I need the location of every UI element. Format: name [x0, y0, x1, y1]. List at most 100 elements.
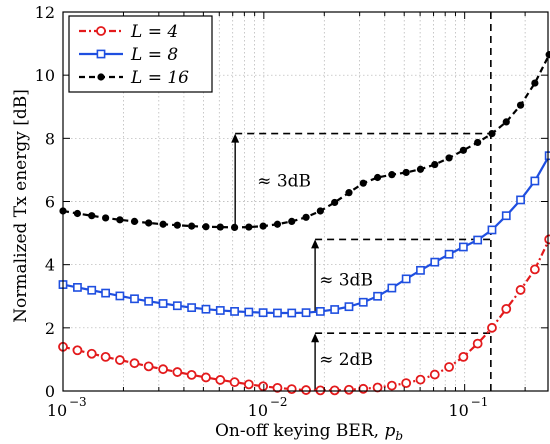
data-point	[243, 379, 254, 390]
x-tick-label-exponent: −1	[471, 395, 489, 409]
data-point	[102, 214, 110, 222]
data-point	[172, 301, 182, 311]
data-point	[101, 288, 111, 298]
data-point	[230, 223, 239, 231]
data-point	[501, 211, 511, 221]
data-point	[458, 242, 468, 252]
data-point	[487, 322, 497, 333]
data-point	[531, 79, 539, 87]
data-point	[373, 173, 382, 182]
data-point	[401, 274, 411, 284]
data-point	[402, 168, 410, 177]
data-point	[258, 308, 268, 318]
data-point	[502, 118, 510, 126]
data-point	[273, 220, 282, 228]
data-point	[72, 345, 83, 356]
data-point	[388, 171, 396, 179]
y-tick-label: 4	[45, 256, 55, 275]
x-axis-label: On-off keying BER, pb	[215, 421, 403, 443]
data-point	[416, 165, 425, 173]
legend-marker	[96, 49, 106, 59]
x-tick-label: 10	[47, 401, 67, 420]
annotation-arrow-head	[311, 333, 320, 343]
data-point	[159, 220, 167, 228]
data-point	[373, 291, 382, 301]
data-point	[143, 361, 154, 372]
data-point	[445, 154, 453, 162]
series-2	[58, 151, 550, 318]
data-point	[416, 265, 425, 275]
series-3	[59, 51, 550, 231]
y-tick-label: 8	[45, 129, 55, 148]
y-tick-label: 6	[45, 193, 55, 212]
legend-marker	[96, 26, 106, 36]
data-point	[88, 212, 96, 220]
data-point	[158, 364, 168, 375]
data-point	[286, 384, 297, 395]
y-tick-label: 10	[35, 66, 55, 85]
data-point	[130, 294, 139, 304]
annotation-arrow-head	[311, 239, 320, 249]
data-point	[501, 303, 512, 314]
series-group	[58, 51, 550, 396]
legend-marker	[97, 73, 105, 81]
data-point	[245, 223, 253, 231]
data-point	[372, 382, 383, 393]
data-point	[287, 308, 297, 318]
data-point	[516, 101, 525, 109]
legend-label: L = 4	[130, 22, 178, 42]
data-point	[230, 307, 239, 316]
data-point	[129, 358, 140, 369]
data-point	[474, 138, 482, 147]
data-point	[344, 302, 354, 312]
data-point	[258, 381, 269, 392]
data-point	[172, 367, 183, 377]
data-point	[472, 338, 483, 349]
data-point	[87, 285, 97, 295]
data-point	[114, 355, 125, 365]
data-point	[488, 129, 496, 138]
data-point	[73, 209, 82, 218]
data-point	[331, 198, 339, 207]
data-point	[344, 384, 354, 395]
data-point	[145, 219, 153, 227]
x-tick-label-exponent: −3	[69, 395, 87, 409]
data-point	[215, 306, 225, 315]
data-point	[288, 217, 296, 225]
data-point	[516, 195, 525, 205]
plot-frame	[62, 11, 549, 392]
data-point	[415, 374, 426, 385]
annotation-arrow-head	[231, 133, 240, 143]
data-point	[359, 179, 367, 187]
y-tick-label: 2	[45, 319, 55, 338]
data-point	[487, 225, 497, 235]
data-point	[202, 223, 210, 231]
data-point	[387, 283, 397, 293]
data-point	[188, 222, 196, 230]
x-tick-label: 10	[248, 401, 268, 420]
data-point	[316, 207, 324, 215]
data-point	[100, 351, 111, 362]
data-point	[515, 285, 526, 295]
data-point	[459, 146, 467, 154]
annotation-label: ≈ 2dB	[319, 350, 373, 370]
legend: L = 4 L = 8 L = 16	[68, 15, 213, 93]
y-tick-label: 12	[35, 3, 55, 22]
data-point	[302, 213, 310, 221]
x-axis-label-symbol: p	[384, 421, 395, 441]
data-point	[272, 382, 283, 393]
data-point	[431, 160, 439, 169]
data-point	[529, 264, 540, 275]
data-point	[158, 299, 168, 308]
data-point	[115, 291, 125, 301]
data-point	[144, 296, 154, 306]
data-point	[301, 385, 311, 395]
annotation-label: ≈ 3dB	[319, 271, 373, 291]
x-axis-label-subscript: b	[395, 429, 403, 443]
y-axis-label: Normalized Tx energy [dB]	[11, 89, 31, 323]
data-point	[429, 369, 440, 380]
data-point	[273, 308, 282, 318]
data-point	[315, 307, 325, 316]
data-point	[444, 362, 454, 372]
